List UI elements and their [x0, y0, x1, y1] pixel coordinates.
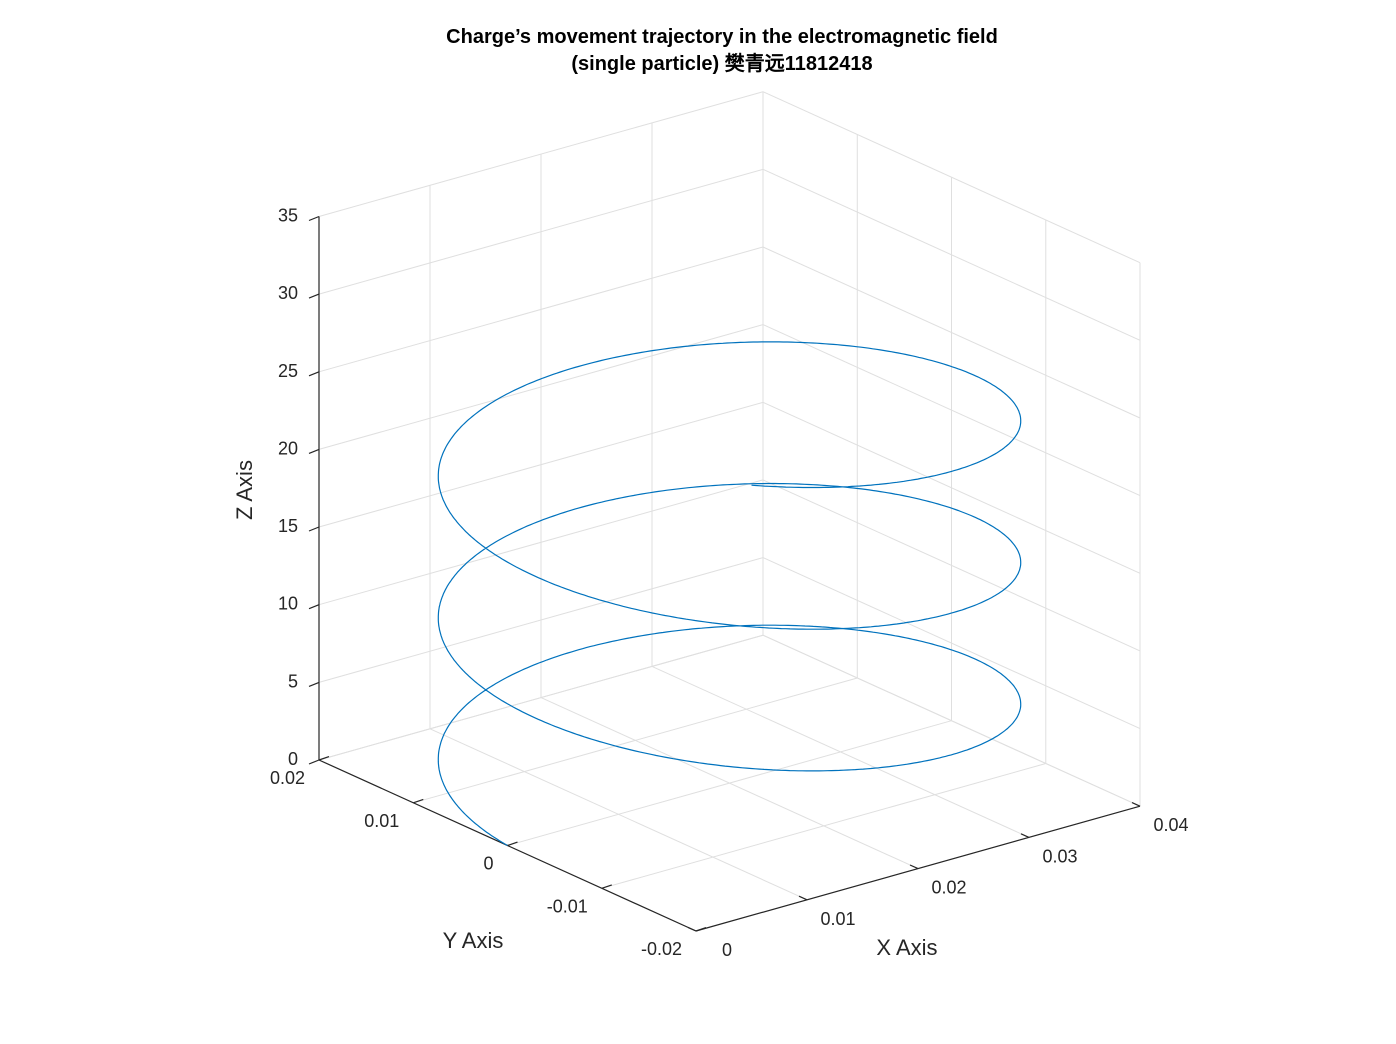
- z-tick-label: 5: [288, 671, 298, 691]
- z-tick-mark: [308, 371, 320, 377]
- y-tick-mark: [413, 798, 424, 804]
- x-tick-mark: [687, 926, 697, 932]
- grid-line: [318, 557, 764, 683]
- x-axis-label: X Axis: [876, 935, 937, 960]
- chart-title-line-1: Charge’s movement trajectory in the elec…: [446, 26, 998, 48]
- y-tick-mark: [601, 884, 612, 889]
- z-tick-mark: [308, 759, 320, 765]
- grid-line: [762, 634, 1141, 807]
- z-tick-label: 25: [278, 361, 298, 381]
- grid-line: [762, 91, 1141, 264]
- grid-line: [507, 720, 952, 846]
- z-tick-mark: [308, 604, 320, 610]
- grid-line: [762, 324, 1141, 497]
- y-tick-label: 0: [483, 854, 493, 874]
- x-tick-mark: [798, 895, 808, 901]
- grid-line: [762, 479, 1141, 652]
- y-tick-mark: [318, 756, 330, 761]
- z-tick-label: 15: [278, 516, 298, 536]
- y-tick-label: 0.02: [270, 768, 305, 788]
- y-axis-label: Y Axis: [443, 928, 504, 953]
- z-tick-mark: [308, 526, 320, 532]
- grid-line: [762, 168, 1141, 341]
- x-tick-label: 0.04: [1153, 815, 1188, 835]
- x-tick-mark: [1020, 833, 1030, 838]
- y-tick-label: -0.02: [641, 939, 682, 959]
- z-tick-label: 0: [288, 749, 298, 769]
- x-tick-label: 0: [722, 940, 732, 960]
- x-tick-label: 0.02: [931, 878, 966, 898]
- grid-line: [762, 246, 1141, 419]
- y-tick-mark: [507, 841, 518, 847]
- grid-line: [762, 557, 1141, 730]
- series-layer: [437, 341, 1022, 847]
- grid-line: [318, 168, 764, 295]
- z-axis-label: Z Axis: [232, 460, 257, 520]
- tick-label-layer: 00.010.020.030.04-0.02-0.0100.010.020510…: [270, 206, 1189, 961]
- grid-line: [762, 401, 1141, 574]
- z-tick-label: 35: [278, 206, 298, 226]
- x-tick-label: 0.03: [1042, 846, 1077, 866]
- x-tick-mark: [909, 864, 919, 870]
- z-tick-mark: [308, 215, 320, 222]
- series-line-0: [437, 341, 1022, 847]
- grid-line: [318, 401, 764, 528]
- grid-line: [318, 91, 764, 217]
- grid-line: [318, 479, 764, 606]
- grid-line: [413, 677, 858, 804]
- z-tick-label: 20: [278, 438, 298, 458]
- chart-title-line-2: (single particle) 樊青远11812418: [571, 51, 872, 75]
- z-tick-mark: [308, 448, 320, 454]
- grid-line: [318, 634, 764, 761]
- z-tick-label: 10: [278, 594, 298, 614]
- x-tick-label: 0.01: [820, 909, 855, 929]
- grid-line: [318, 324, 764, 450]
- z-tick-label: 30: [278, 283, 298, 303]
- x-tick-mark: [1131, 802, 1141, 807]
- grid-line: [318, 246, 764, 373]
- grid-line: [601, 763, 1046, 889]
- y-tick-mark: [695, 927, 707, 932]
- z-tick-mark: [308, 681, 320, 687]
- y-tick-label: -0.01: [547, 896, 588, 916]
- grid-layer: [318, 91, 1141, 932]
- axis-layer: [308, 215, 1141, 932]
- y-tick-label: 0.01: [364, 811, 399, 831]
- z-tick-mark: [308, 293, 320, 299]
